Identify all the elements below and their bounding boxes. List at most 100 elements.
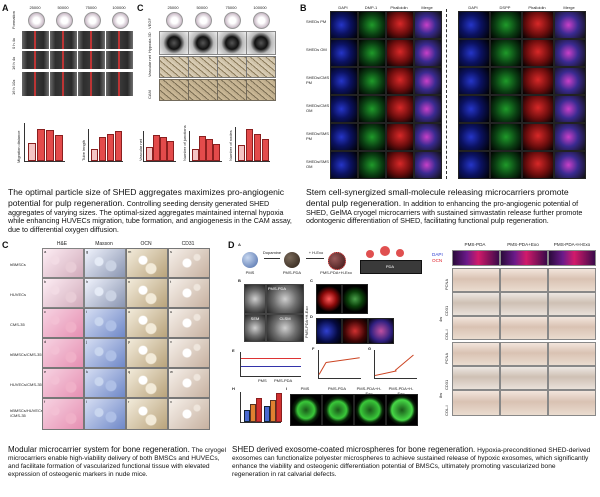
cd31-image: x [168, 398, 210, 430]
col-header: 100000 [253, 5, 267, 10]
sem-label: PMS-PDA+H-Exo [304, 306, 309, 338]
fluor-image [330, 67, 358, 95]
aggregate-dish [28, 12, 45, 29]
cell-letter: w [170, 369, 173, 374]
fluor-image [554, 151, 586, 179]
clsm-image [342, 284, 368, 314]
series-line [325, 357, 360, 363]
bar [91, 149, 98, 161]
col-header: CD31 [181, 241, 195, 247]
sem-label: SEM [250, 316, 260, 321]
cell-letter: n [128, 279, 131, 284]
line-chart-e [240, 352, 301, 377]
sem-image [244, 284, 266, 314]
ihc-image [500, 316, 548, 340]
fluor-image [458, 95, 490, 123]
bar [153, 135, 160, 161]
y-axis-label: Number of junctions [182, 125, 187, 161]
vascular-net-image [159, 56, 189, 78]
ihc-image [548, 292, 596, 316]
panel-d: D A PMS Dopamine PMS-PDA + H-Exo PMS-PDA… [228, 240, 430, 440]
bar [276, 393, 282, 422]
col-header: Masson [95, 241, 113, 247]
fluor-image [358, 95, 386, 123]
tube-formation-image [217, 31, 247, 55]
group-label: PMS [300, 386, 310, 391]
cell-letter: l [86, 399, 87, 404]
pms-pda-exo-sphere [328, 252, 346, 270]
row-label: PCNA [444, 352, 449, 364]
bar-chart-tube-length [88, 129, 123, 162]
series-line [394, 354, 414, 371]
panel-a: A 25000 50000 75000 100000 Formation 0 h… [2, 3, 135, 183]
ocn-image: r [126, 398, 168, 430]
cell-letter: h [86, 279, 89, 284]
scheme-label: + H-Exo [308, 250, 324, 255]
fluor-image [386, 11, 414, 39]
sub-label: A [238, 242, 241, 247]
ihc-image [548, 268, 596, 292]
scratch-image [78, 51, 105, 69]
bar [244, 410, 250, 422]
row-label: hBMSCs [10, 262, 26, 267]
masson-image: l [84, 398, 126, 430]
fluor-image [330, 123, 358, 151]
vegf-image [253, 12, 270, 29]
week-label: 8w [438, 392, 443, 398]
ihc-image [500, 292, 548, 316]
caption-microcarriers: Stem cell-synergized small-molecule rele… [306, 187, 594, 226]
col-header: Merge [563, 5, 575, 10]
panel-c-angiogenesis: C 25000 50000 75000 100000 VEGF Hypoxia … [137, 3, 277, 183]
vegf-image [166, 12, 183, 29]
series-line [241, 358, 301, 359]
row-label: CAM [147, 90, 152, 99]
sem-image: CLSM [266, 314, 304, 342]
col-header: DAPI [338, 5, 348, 10]
caption-title: SHED derived exosome-coated microspheres… [232, 445, 476, 454]
bar [146, 147, 153, 161]
scratch-image [22, 72, 49, 96]
tube-formation-image [188, 31, 218, 55]
row-label: COL-I [444, 329, 449, 340]
sub-label: F [312, 346, 315, 351]
ocn-stain-image [452, 250, 500, 266]
caption-body: Controlling seeding density generated SH… [8, 198, 292, 235]
scratch-image [106, 31, 133, 49]
bar [246, 129, 253, 161]
group-label: PMS-PDA+H-Exo [388, 386, 414, 396]
live-dead-image [290, 394, 322, 426]
y-axis-label: Number of nodes [228, 130, 233, 161]
row-label: SHEDs PM [306, 19, 327, 24]
fluor-image [330, 151, 358, 179]
fluor-image [414, 11, 442, 39]
ihc-image [452, 390, 500, 416]
panel-ihc: PMS-PDA PMS-PDA+Exo PMS-PDA+H-Exo DAPI O… [430, 240, 598, 440]
caption-title: The optimal particle size of SHED aggreg… [8, 187, 285, 208]
row-label: SHEDs OM [306, 47, 327, 52]
cell-letter: u [170, 309, 173, 314]
ocn-image: n [126, 278, 168, 308]
clsm-image [316, 318, 342, 344]
legend-ocn: OCN [432, 258, 443, 263]
ocn-stain-image [500, 250, 548, 266]
clsm-image [316, 284, 342, 314]
cam-image [159, 79, 189, 101]
fluor-image [358, 151, 386, 179]
col-header: Phalloidin [390, 5, 408, 10]
panel-c-label: C [2, 240, 9, 250]
bar-chart-nodes [235, 127, 270, 162]
fluor-image [554, 39, 586, 67]
fluor-image [522, 67, 554, 95]
group-label: PMS-PDA+H-Exo [356, 386, 382, 396]
fluor-image [490, 39, 522, 67]
ihc-image [452, 292, 500, 316]
cell-letter: o [128, 309, 131, 314]
sub-label: G [368, 346, 372, 351]
cell-letter: m [128, 249, 132, 254]
bar-chart-migration [24, 123, 65, 162]
legend-label: PMS [258, 378, 267, 383]
row-label: 16 h 10x [11, 79, 16, 95]
bar-chart-h [240, 392, 282, 423]
fluor-image [386, 95, 414, 123]
bar [250, 404, 256, 422]
